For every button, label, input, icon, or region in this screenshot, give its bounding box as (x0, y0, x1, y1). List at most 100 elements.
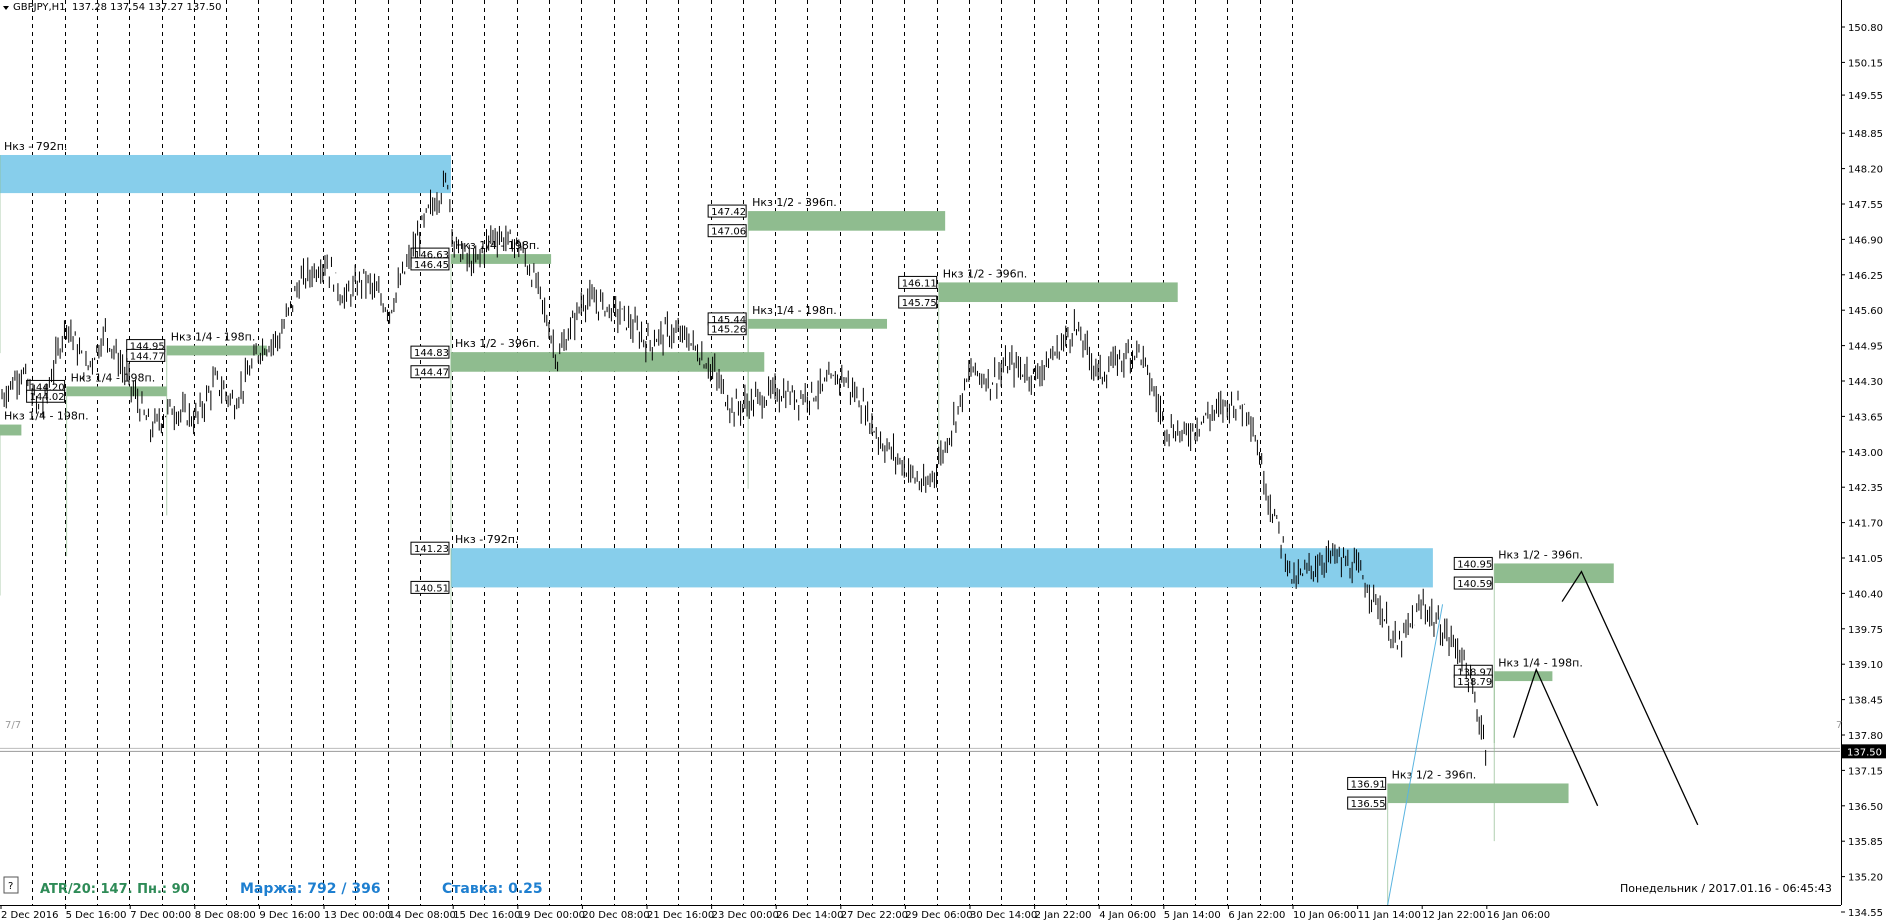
price-tick-label: 139.10 (1848, 660, 1883, 671)
price-tag (410, 541, 450, 555)
zone-blue-1[interactable] (450, 548, 1433, 588)
time-tick-label: 20 Dec 08:00 (582, 910, 649, 921)
price-tick-label: 140.40 (1848, 589, 1883, 600)
price-tick-label: 137.80 (1848, 731, 1883, 742)
price-axis[interactable]: 150.80 150.15 149.55 148.85 148.20 147.55 146.… (1841, 0, 1886, 919)
price-tag-text: 145.26 (711, 325, 746, 336)
price-tick-label: 146.25 (1848, 271, 1883, 282)
time-tick-label: 27 Dec 22:00 (841, 910, 908, 921)
time-tick-label: 12 Jan 22:00 (1422, 910, 1485, 921)
price-tag (707, 322, 747, 336)
price-tick-label: 135.20 (1848, 873, 1883, 884)
price-tag-text: 145.75 (902, 298, 937, 309)
dropdown-arrow-icon[interactable] (3, 6, 9, 10)
projection-lines-layer (1387, 570, 1699, 906)
price-tick-label: 148.20 (1848, 165, 1883, 176)
zone-label: Нкз 1/4 - 198п. (4, 410, 89, 423)
zone-green-11[interactable] (1494, 671, 1553, 682)
price-tick-label: 145.60 (1848, 306, 1883, 317)
time-tick-label: 4 Jan 06:00 (1099, 910, 1156, 921)
price-tick-label: 139.75 (1848, 625, 1883, 636)
zone-green-3[interactable] (66, 386, 167, 397)
price-tick-label: 141.05 (1848, 554, 1883, 565)
zone-green-2[interactable] (0, 424, 22, 436)
projection-line-1[interactable] (1513, 667, 1599, 807)
server-datetime-label: Понедельник / 2017.01.16 - 06:45:43 (1620, 882, 1832, 895)
current-price-badge (1842, 744, 1886, 759)
zone-label: Нкз - 792п. (4, 140, 67, 153)
price-tick-label: 150.15 (1848, 58, 1883, 69)
time-tick-label: 7 Dec 00:00 (130, 910, 191, 921)
zone-green-9[interactable] (938, 282, 1178, 303)
time-tick-label: 2 Dec 2016 (1, 910, 59, 921)
zone-label: Нкз 1/4 - 198п. (71, 371, 156, 384)
price-tick-label: 135.85 (1848, 837, 1883, 848)
zone-label: Нкз 1/4 - 198п. (171, 331, 256, 344)
time-tick-label: 19 Dec 00:00 (518, 910, 585, 921)
price-tag-text: 145.44 (711, 315, 746, 326)
price-tag (898, 295, 938, 309)
zone-label: Нкз 1/2 - 396п. (1392, 768, 1477, 781)
time-tick-label: 8 Dec 08:00 (195, 910, 256, 921)
price-tag (1347, 776, 1387, 790)
price-tag-text: 140.59 (1457, 579, 1492, 590)
price-tick-label: 149.55 (1848, 91, 1883, 102)
price-tag-text: 136.55 (1351, 799, 1386, 810)
price-tag-text: 147.42 (711, 207, 746, 218)
time-tick-label: 16 Jan 06:00 (1487, 910, 1550, 921)
zone-green-12[interactable] (1387, 783, 1569, 804)
price-tag (898, 275, 938, 289)
price-tick-label: 137.15 (1848, 766, 1883, 777)
zone-blue-0[interactable] (0, 154, 451, 194)
rate-label: Ставка: 0.25 (442, 881, 543, 897)
price-tag-text: 141.23 (414, 544, 449, 555)
help-button[interactable] (3, 876, 19, 894)
projection-line-0[interactable] (1561, 570, 1699, 826)
price-tick-label: 148.85 (1848, 129, 1883, 140)
price-tag-text: 136.91 (1351, 779, 1386, 790)
price-tick-label: 143.00 (1848, 448, 1883, 459)
atr-label: ATR/20: 147. Пн.: 90 (40, 882, 190, 897)
price-tick-label: 146.90 (1848, 235, 1883, 246)
price-tag-text: 146.45 (414, 260, 449, 271)
time-axis[interactable]: 2 Dec 2016 5 Dec 16:00 7 Dec 00:00 8 Dec 08… (0, 905, 1841, 921)
price-tag-text: 144.83 (414, 348, 449, 359)
price-tick-label: 134.55 (1848, 908, 1883, 919)
zone-green-4[interactable] (166, 345, 267, 356)
left-page-marker: 7/7 (5, 720, 21, 731)
time-tick-label: 13 Dec 00:00 (324, 910, 391, 921)
price-tag (126, 348, 166, 362)
price-tag-text: 138.97 (1457, 667, 1492, 678)
time-tick-label: 9 Dec 16:00 (259, 910, 320, 921)
grid-layer (0, 0, 1840, 905)
time-tick-label: 15 Dec 16:00 (453, 910, 520, 921)
time-tick-label: 5 Dec 16:00 (66, 910, 127, 921)
zone-label: Нкз 1/4 - 198п. (1498, 656, 1583, 669)
zone-label: Нкз - 792п. (455, 533, 518, 546)
price-tag-text: 146.11 (902, 278, 937, 289)
price-tick-label: 143.65 (1848, 412, 1883, 423)
price-tick-label: 138.45 (1848, 696, 1883, 707)
price-tag (707, 224, 747, 238)
price-tag-text: 147.06 (711, 227, 746, 238)
zone-green-8[interactable] (748, 318, 888, 329)
time-tick-label: 29 Dec 06:00 (905, 910, 972, 921)
price-tag (1347, 796, 1387, 810)
time-tick-label: 2 Jan 22:00 (1035, 910, 1092, 921)
time-tick-label: 5 Jan 14:00 (1164, 910, 1221, 921)
zone-green-10[interactable] (1494, 563, 1614, 584)
price-tag (1453, 674, 1493, 688)
zone-green-6[interactable] (450, 352, 765, 372)
price-tag-text: 140.95 (1457, 559, 1492, 570)
symbol-label: GBPJPY,H1 (13, 2, 66, 13)
ohlc-label: 137.28 137.54 137.27 137.50 (72, 2, 222, 13)
price-tick-label: 147.55 (1848, 200, 1883, 211)
zone-green-7[interactable] (748, 211, 946, 231)
right-page-marker: 7 (1836, 720, 1842, 731)
zone-label: Нкз 1/2 - 396п. (752, 196, 837, 209)
price-tag-text: 138.79 (1457, 677, 1492, 688)
trend-line[interactable] (1387, 604, 1444, 906)
price-tick-label: 144.95 (1848, 342, 1883, 353)
zone-green-5[interactable] (450, 254, 552, 264)
